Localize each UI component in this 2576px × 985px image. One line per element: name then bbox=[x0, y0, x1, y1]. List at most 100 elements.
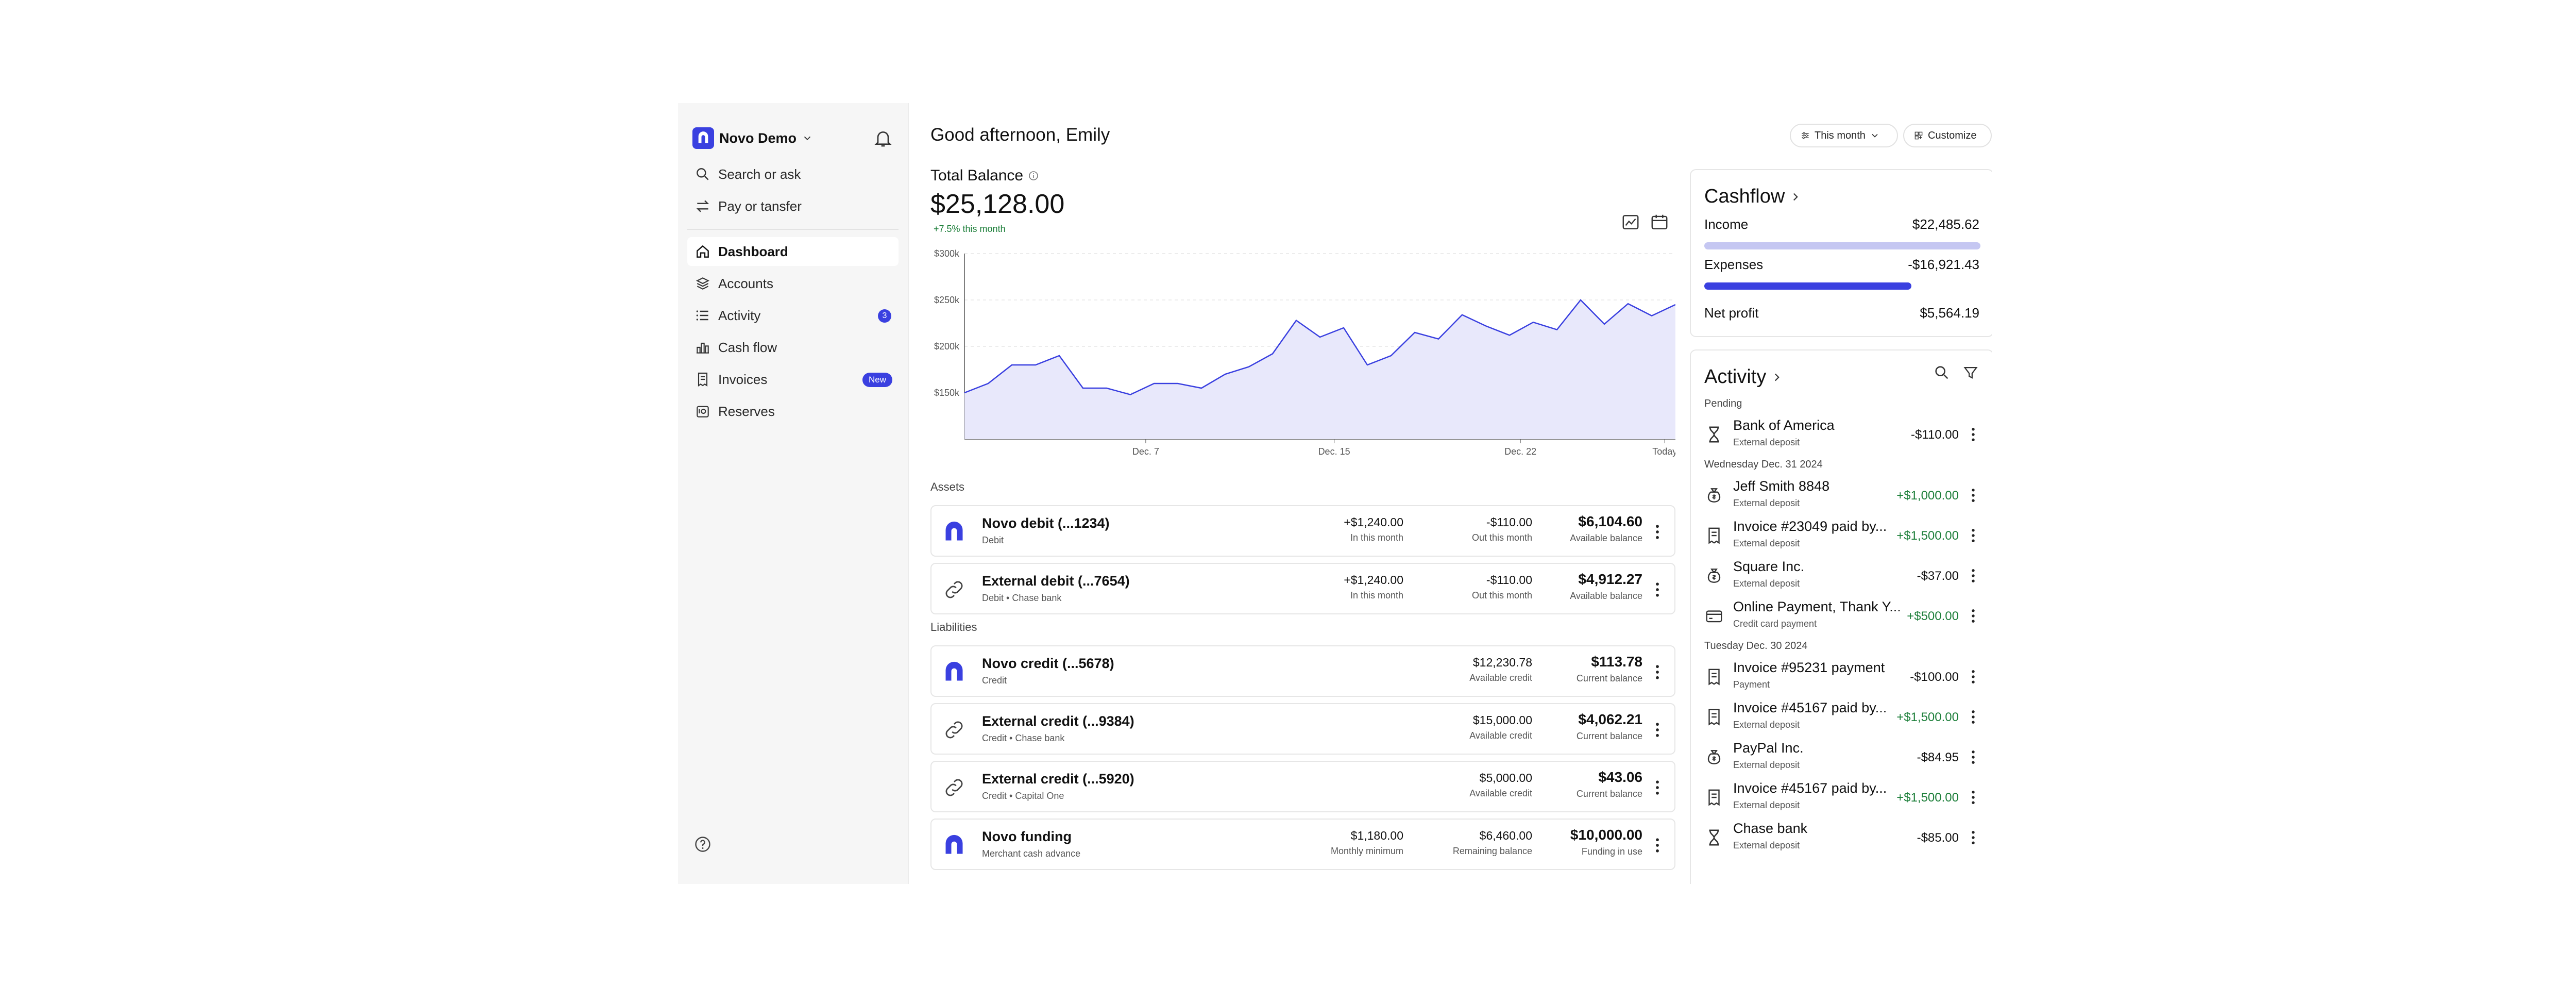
info-icon[interactable] bbox=[1027, 170, 1040, 182]
sidebar-item-cash-flow[interactable]: Cash flow bbox=[687, 333, 899, 362]
activity-item[interactable]: Invoice #23049 paid by... External deposi… bbox=[1704, 517, 1982, 554]
account-metric: $12,230.78 Available credit bbox=[1469, 656, 1532, 683]
more-options-icon[interactable] bbox=[1966, 426, 1980, 443]
account-metric: $5,000.00 Available credit bbox=[1469, 771, 1532, 799]
liabilities-label: Liabilities bbox=[930, 621, 977, 633]
account-metric-value: $1,180.00 bbox=[1350, 829, 1403, 842]
activity-amount: +$1,500.00 bbox=[1896, 529, 1959, 543]
sidebar-item-dashboard[interactable]: Dashboard bbox=[687, 237, 899, 266]
activity-subtitle: External deposit bbox=[1733, 760, 1800, 770]
activity-amount: -$110.00 bbox=[1911, 428, 1959, 442]
activity-item[interactable]: Invoice #45167 paid by... External deposi… bbox=[1704, 779, 1982, 815]
x-tick-label: Dec. 22 bbox=[1504, 446, 1536, 457]
activity-item[interactable]: Bank of America External deposit -$110.00 bbox=[1704, 416, 1982, 453]
activity-item[interactable]: Invoice #45167 paid by... External deposi… bbox=[1704, 699, 1982, 735]
account-card[interactable]: External credit (...5920) Credit • Capita… bbox=[930, 761, 1675, 812]
activity-panel: Activity Pending Bank of America External … bbox=[1690, 349, 1992, 884]
activity-item[interactable]: Online Payment, Thank Y... Credit card pa… bbox=[1704, 598, 1982, 634]
activity-name: Online Payment, Thank Y... bbox=[1733, 599, 1901, 614]
net-profit-label: Net profit bbox=[1704, 305, 1759, 321]
sidebar-item-label: Search or ask bbox=[718, 166, 801, 182]
sidebar-item-label: Pay or tansfer bbox=[718, 198, 802, 214]
account-card[interactable]: Novo funding Merchant cash advance $1,180.… bbox=[930, 819, 1675, 870]
account-balance-label: Current balance bbox=[1576, 673, 1642, 683]
more-options-icon[interactable] bbox=[1650, 523, 1665, 541]
search-icon[interactable] bbox=[1933, 364, 1951, 381]
link-icon bbox=[943, 578, 965, 601]
more-options-icon[interactable] bbox=[1966, 527, 1980, 544]
more-options-icon[interactable] bbox=[1650, 778, 1665, 797]
more-options-icon[interactable] bbox=[1966, 487, 1980, 504]
invoice-icon bbox=[1704, 788, 1724, 807]
cashflow-panel: Cashflow Income $22,485.62 Expenses -$16… bbox=[1690, 169, 1992, 337]
help-icon[interactable] bbox=[693, 835, 712, 854]
more-options-icon[interactable] bbox=[1966, 789, 1980, 806]
activity-item[interactable]: PayPal Inc. External deposit -$84.95 bbox=[1704, 739, 1982, 775]
balance-line bbox=[964, 299, 1675, 395]
money-bag-icon bbox=[1704, 566, 1724, 586]
y-tick-label: $250k bbox=[934, 295, 960, 305]
activity-amount: +$500.00 bbox=[1907, 609, 1959, 623]
sidebar-item-search[interactable]: Search or ask bbox=[687, 160, 899, 189]
hourglass-icon bbox=[1704, 425, 1724, 444]
activity-tools bbox=[1933, 364, 1979, 381]
activity-name: Jeff Smith 8848 bbox=[1733, 478, 1830, 494]
account-metric: $15,000.00 Available credit bbox=[1469, 713, 1532, 741]
bar-chart-icon bbox=[697, 342, 709, 354]
invoice-icon bbox=[1704, 667, 1724, 687]
layers-icon bbox=[696, 277, 710, 290]
activity-item[interactable]: Square Inc. External deposit -$37.00 bbox=[1704, 558, 1982, 594]
filter-sliders-icon bbox=[1802, 132, 1809, 139]
customize-button[interactable]: Customize bbox=[1903, 124, 1992, 147]
account-name: External credit (...9384) bbox=[982, 713, 1134, 729]
period-selector[interactable]: This month bbox=[1790, 124, 1898, 147]
activity-item[interactable]: Chase bank External deposit -$85.00 bbox=[1704, 820, 1982, 856]
activity-subtitle: External deposit bbox=[1733, 538, 1800, 548]
account-card[interactable]: External debit (...7654) Debit • Chase ba… bbox=[930, 563, 1675, 614]
bell-icon[interactable] bbox=[873, 128, 893, 148]
filter-icon[interactable] bbox=[1962, 364, 1979, 381]
calendar-view-button[interactable] bbox=[1650, 212, 1669, 232]
org-switcher[interactable]: Novo Demo bbox=[692, 126, 813, 151]
activity-name: Invoice #45167 paid by... bbox=[1733, 780, 1887, 796]
more-options-icon[interactable] bbox=[1966, 708, 1980, 726]
activity-subtitle: External deposit bbox=[1733, 720, 1800, 730]
search-icon bbox=[697, 168, 709, 180]
sidebar-item-invoices[interactable]: Invoices New bbox=[687, 365, 899, 394]
more-options-icon[interactable] bbox=[1650, 836, 1665, 855]
account-balance: $10,000.00 Funding in use bbox=[1570, 827, 1642, 857]
account-subtitle: Credit bbox=[982, 675, 1007, 686]
account-subtitle: Debit • Chase bank bbox=[982, 593, 1062, 603]
activity-item[interactable]: Jeff Smith 8848 External deposit +$1,000.0… bbox=[1704, 477, 1982, 513]
more-options-icon[interactable] bbox=[1650, 580, 1665, 599]
cashflow-title[interactable]: Cashflow bbox=[1704, 186, 1802, 208]
sidebar-item-reserves[interactable]: Reserves bbox=[687, 397, 899, 426]
activity-title[interactable]: Activity bbox=[1704, 366, 1784, 388]
account-metric-label: Available credit bbox=[1469, 673, 1532, 683]
more-options-icon[interactable] bbox=[1966, 829, 1980, 846]
account-card[interactable]: Novo debit (...1234) Debit +$1,240.00 In th… bbox=[930, 505, 1675, 557]
more-options-icon[interactable] bbox=[1966, 668, 1980, 686]
chevron-right-icon bbox=[1793, 193, 1799, 201]
sidebar-item-activity[interactable]: Activity 3 bbox=[687, 301, 899, 330]
account-card[interactable]: Novo credit (...5678) Credit $12,230.78 Ava… bbox=[930, 645, 1675, 697]
account-balance-label: Funding in use bbox=[1581, 846, 1642, 857]
account-balance-label: Current balance bbox=[1576, 789, 1642, 799]
line-chart-icon bbox=[1622, 215, 1639, 229]
sidebar-item-accounts[interactable]: Accounts bbox=[687, 269, 899, 298]
chart-view-button[interactable] bbox=[1621, 212, 1640, 232]
link-icon bbox=[943, 719, 965, 741]
more-options-icon[interactable] bbox=[1966, 748, 1980, 766]
account-metric: $1,180.00 Monthly minimum bbox=[1331, 829, 1403, 857]
account-metric-value: $6,460.00 bbox=[1479, 829, 1532, 842]
more-options-icon[interactable] bbox=[1966, 607, 1980, 625]
more-options-icon[interactable] bbox=[1650, 721, 1665, 739]
activity-name: Invoice #95231 payment bbox=[1733, 660, 1885, 675]
more-options-icon[interactable] bbox=[1650, 663, 1665, 681]
sidebar-item-label: Dashboard bbox=[718, 243, 788, 259]
activity-item[interactable]: Invoice #95231 payment Payment -$100.00 bbox=[1704, 659, 1982, 695]
sidebar-item-pay-transfer[interactable]: Pay or tansfer bbox=[687, 192, 899, 221]
account-card[interactable]: External credit (...9384) Credit • Chase … bbox=[930, 703, 1675, 755]
account-metric: -$110.00 Out this month bbox=[1472, 515, 1532, 543]
more-options-icon[interactable] bbox=[1966, 567, 1980, 585]
